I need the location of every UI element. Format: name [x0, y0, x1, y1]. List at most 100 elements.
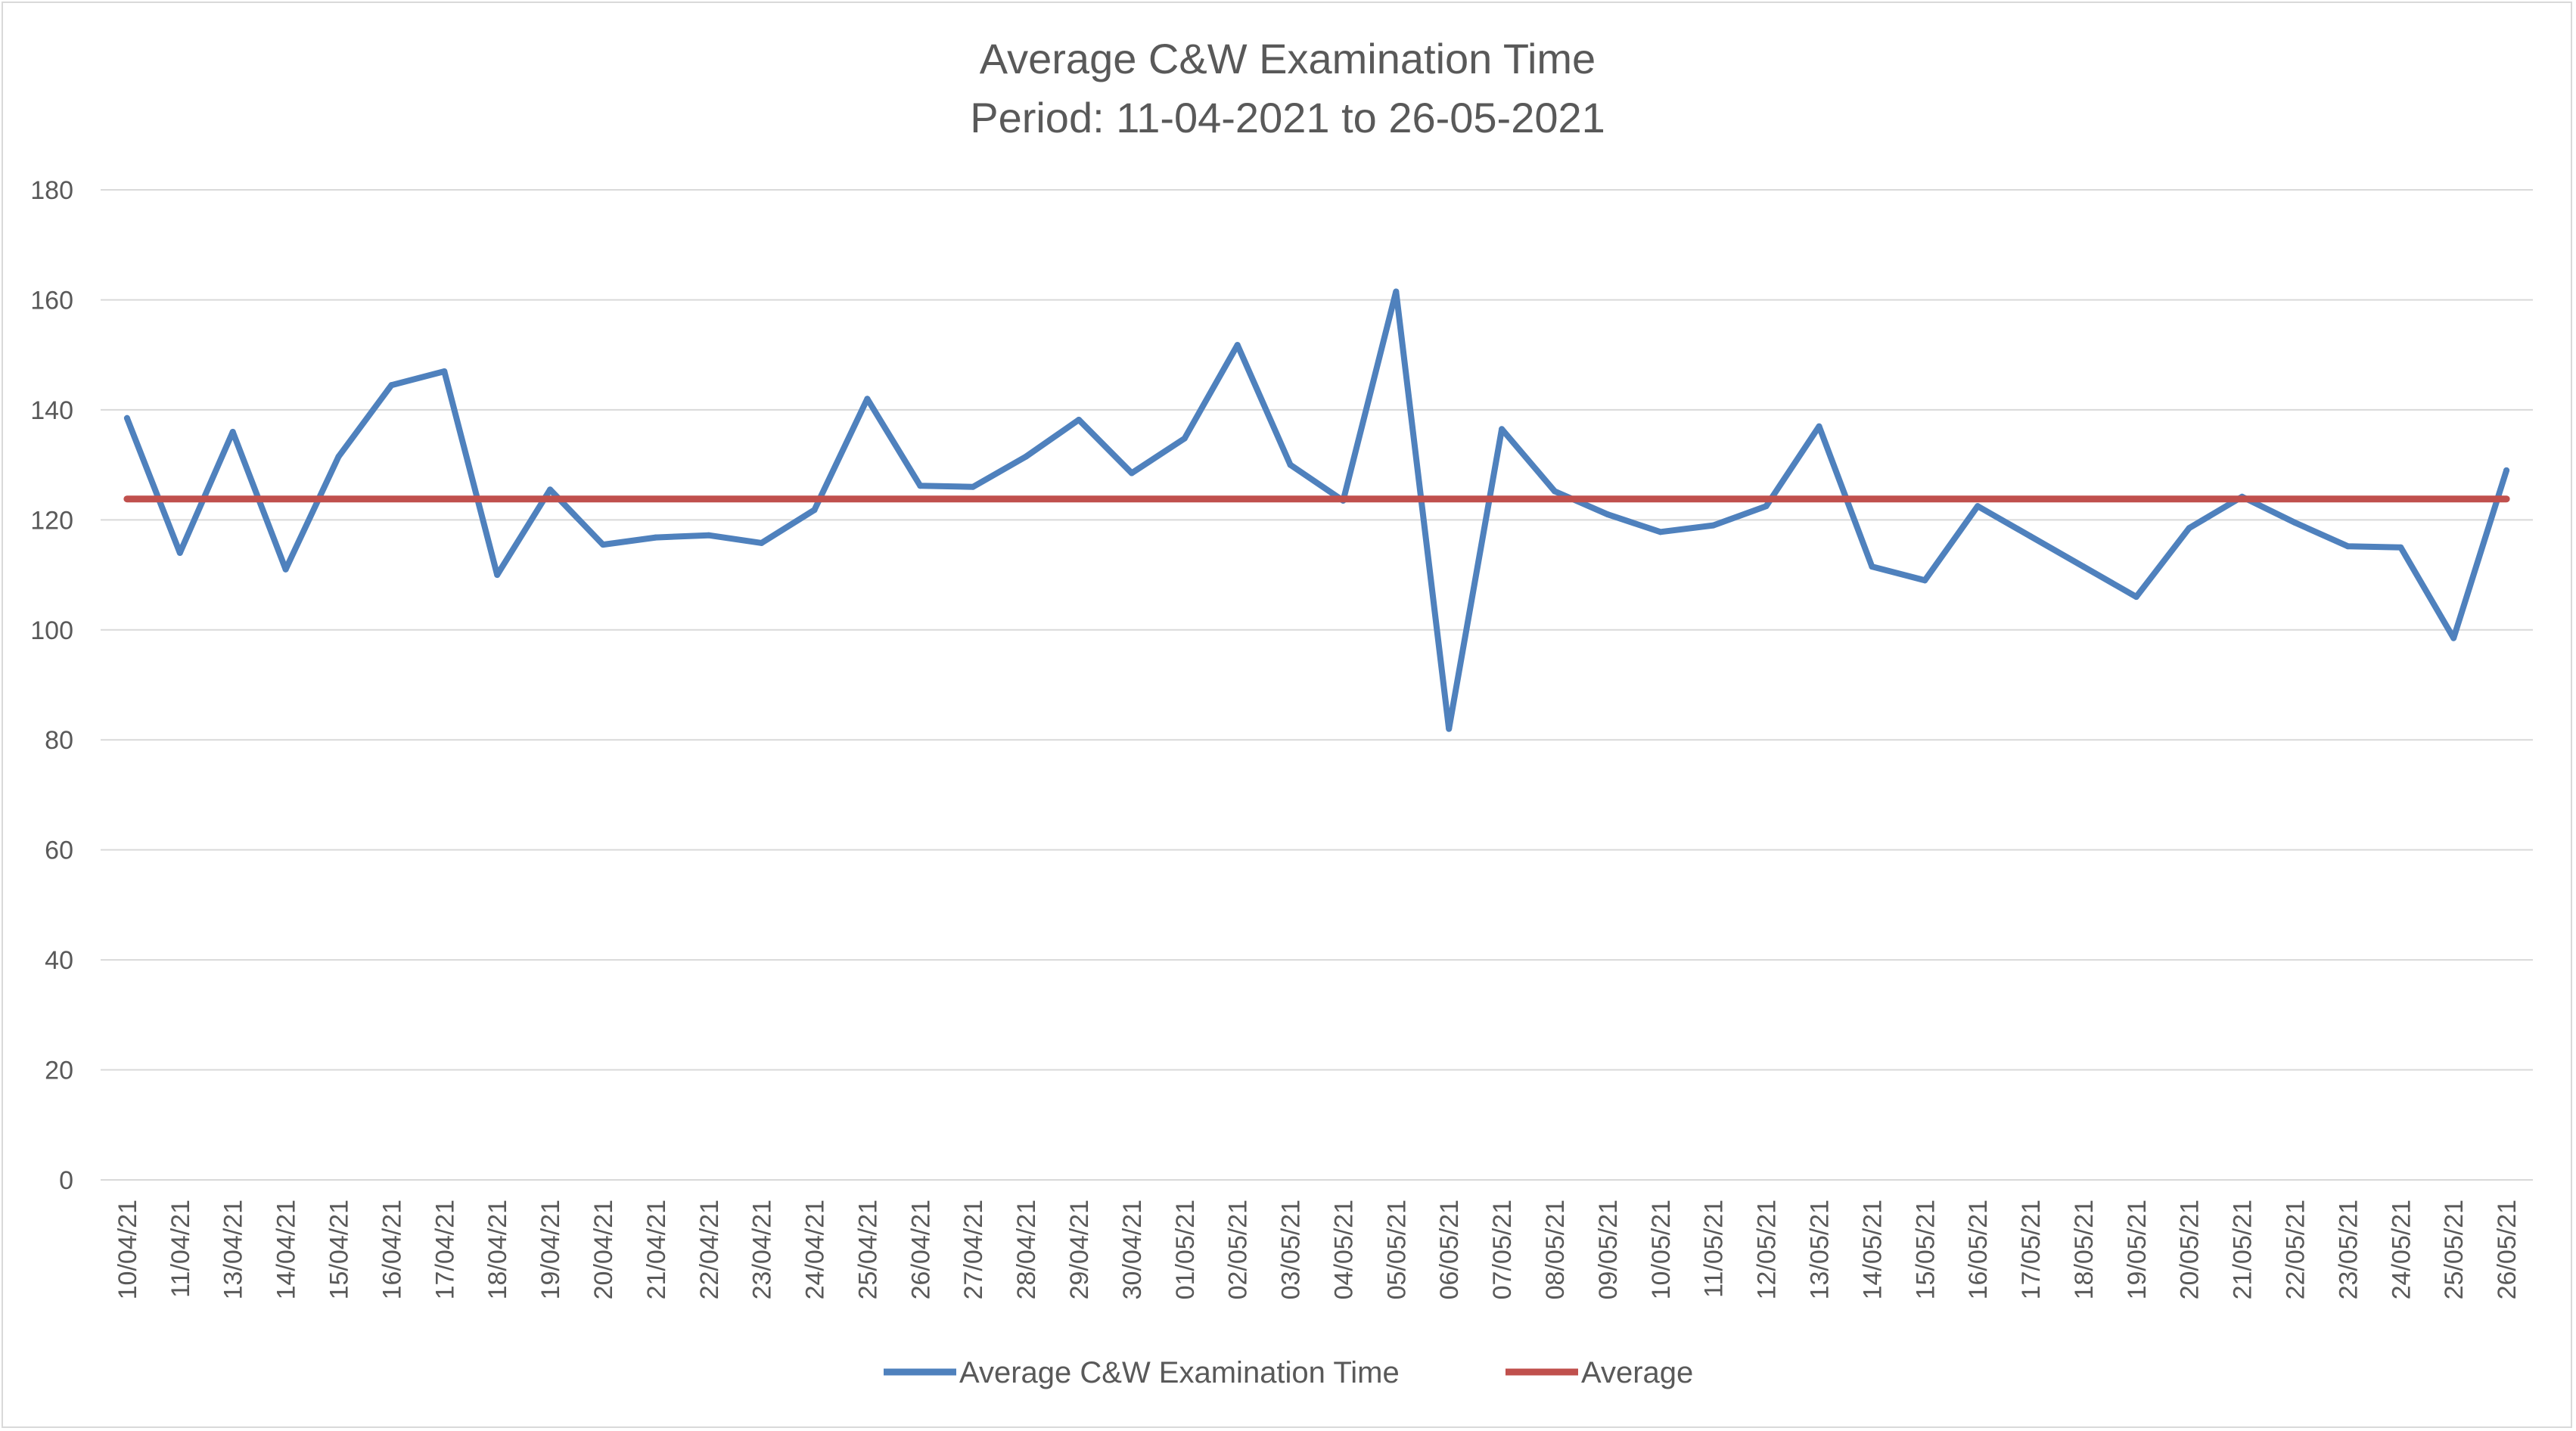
data-point [2028, 495, 2034, 502]
data-point [1075, 416, 1082, 423]
x-tick-label: 18/04/21 [483, 1200, 512, 1299]
data-point [2450, 495, 2457, 502]
legend-label: Average [1581, 1356, 1693, 1389]
data-point [2133, 594, 2139, 601]
data-point [652, 534, 659, 541]
series-examination-time [123, 288, 2510, 732]
data-point [1975, 503, 1981, 510]
y-tick-label: 80 [45, 726, 73, 755]
x-tick-label: 27/04/21 [959, 1200, 988, 1299]
x-tick-label: 16/04/21 [378, 1200, 406, 1299]
x-tick-label: 12/05/21 [1753, 1200, 1782, 1299]
data-point [2345, 495, 2351, 502]
x-tick-label: 20/04/21 [589, 1200, 618, 1299]
x-tick-label: 06/05/21 [1435, 1200, 1464, 1299]
data-point [1604, 495, 1611, 502]
data-point [1393, 495, 1400, 502]
chart-subtitle: Period: 11-04-2021 to 26-05-2021 [970, 94, 1605, 141]
data-point [811, 507, 818, 514]
x-tick-label: 15/05/21 [1911, 1200, 1940, 1299]
x-tick-label: 23/05/21 [2334, 1200, 2363, 1299]
x-tick-label: 14/05/21 [1858, 1200, 1887, 1299]
data-point [1922, 495, 1928, 502]
data-point [2186, 495, 2192, 502]
data-point [1552, 495, 1558, 502]
data-point [1922, 577, 1928, 584]
x-tick-label: 10/04/21 [113, 1200, 142, 1299]
data-point [1234, 342, 1241, 349]
data-point [1287, 461, 1294, 468]
data-point [2186, 525, 2192, 532]
data-point [1340, 495, 1347, 502]
x-tick-label: 25/05/21 [2440, 1200, 2469, 1299]
data-point [335, 495, 342, 502]
data-point [599, 542, 606, 548]
x-tick-label: 22/04/21 [695, 1200, 724, 1299]
data-point [1234, 495, 1241, 502]
data-point [1869, 495, 1875, 502]
data-point [1604, 511, 1611, 518]
y-tick-label: 160 [30, 286, 73, 315]
data-point [1075, 495, 1082, 502]
data-point [1657, 495, 1664, 502]
data-point [705, 495, 712, 502]
y-tick-label: 0 [59, 1166, 73, 1195]
y-tick-label: 140 [30, 396, 73, 425]
gridlines [101, 189, 2533, 1181]
data-point [1657, 529, 1664, 535]
data-point [811, 495, 818, 502]
chart-title: Average C&W Examination Time [980, 35, 1596, 82]
data-point [176, 495, 183, 502]
data-point [2080, 495, 2087, 502]
data-point [652, 495, 659, 502]
data-point [864, 495, 871, 502]
x-tick-label: 24/04/21 [801, 1200, 830, 1299]
series-layer [123, 288, 2510, 732]
y-tick-label: 120 [30, 506, 73, 535]
data-point [2345, 543, 2351, 550]
x-tick-label: 17/05/21 [2017, 1200, 2046, 1299]
data-point [1499, 495, 1506, 502]
data-point [1499, 426, 1506, 433]
x-tick-label: 19/05/21 [2123, 1200, 2152, 1299]
y-tick-label: 40 [45, 946, 73, 975]
data-point [388, 495, 395, 502]
data-point [547, 486, 554, 493]
x-tick-label: 04/05/21 [1329, 1200, 1358, 1299]
data-point [2503, 495, 2510, 502]
data-point [123, 495, 130, 502]
data-point [2292, 495, 2298, 502]
data-point [1446, 725, 1453, 732]
data-point [441, 495, 448, 502]
data-point [1869, 563, 1875, 570]
data-point [1023, 453, 1030, 460]
x-tick-label: 05/05/21 [1382, 1200, 1411, 1299]
data-point [1710, 495, 1717, 502]
data-point [282, 566, 289, 573]
x-tick-label: 14/04/21 [272, 1200, 301, 1299]
y-tick-label: 20 [45, 1057, 73, 1085]
data-point [917, 495, 924, 502]
x-tick-label: 18/05/21 [2070, 1200, 2099, 1299]
y-tick-label: 100 [30, 616, 73, 645]
data-point [758, 495, 765, 502]
data-point [2239, 495, 2245, 502]
x-tick-label: 20/05/21 [2176, 1200, 2205, 1299]
x-tick-label: 28/04/21 [1012, 1200, 1041, 1299]
data-point [2397, 495, 2404, 502]
x-tick-label: 10/05/21 [1647, 1200, 1676, 1299]
data-point [2450, 635, 2457, 641]
x-tick-label: 01/05/21 [1171, 1200, 1200, 1299]
x-tick-label: 11/05/21 [1700, 1200, 1729, 1298]
data-point [1763, 503, 1770, 510]
data-point [282, 495, 289, 502]
data-point [917, 483, 924, 489]
data-point [864, 396, 871, 402]
x-tick-label: 07/05/21 [1488, 1200, 1517, 1299]
data-point [229, 428, 236, 435]
x-tick-label: 08/05/21 [1541, 1200, 1570, 1299]
x-tick-label: 16/05/21 [1964, 1200, 1993, 1299]
data-point [1816, 423, 1822, 430]
data-point [547, 495, 554, 502]
